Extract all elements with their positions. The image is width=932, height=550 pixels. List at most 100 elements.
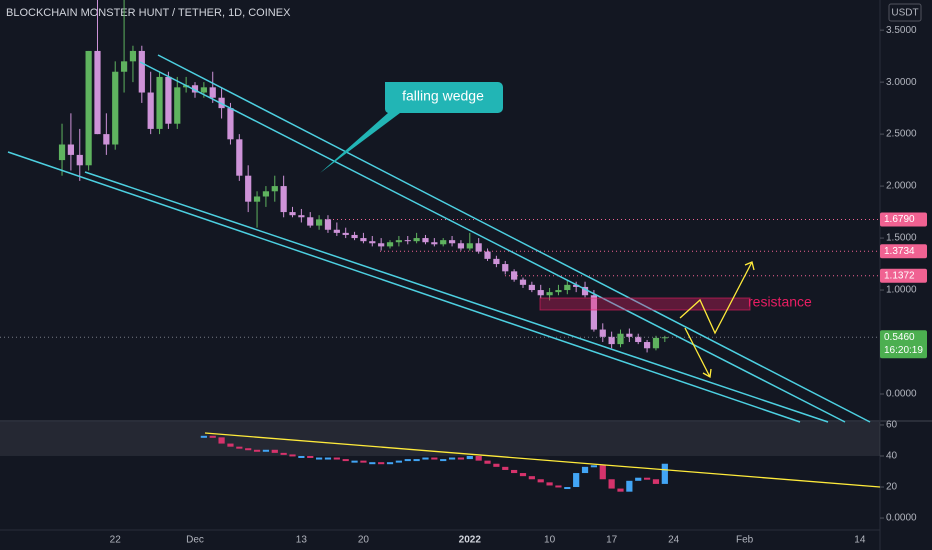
level-tag: [880, 268, 927, 283]
candle-body: [386, 242, 394, 247]
resistance-label: resistance: [748, 294, 812, 310]
arrow-head: [744, 261, 755, 271]
level-tag: [880, 244, 927, 259]
candle-body: [466, 243, 473, 249]
candle-body: [333, 229, 340, 233]
oscillator-bar: [271, 449, 278, 453]
oscillator-bar: [333, 457, 340, 460]
candle-body: [537, 290, 544, 296]
osc-y-tick-label: 20: [886, 482, 898, 493]
y-tick-label: 2.5000: [886, 129, 917, 140]
candle-body: [85, 50, 92, 166]
candle-body: [94, 50, 101, 135]
oscillator-bar: [360, 460, 367, 463]
oscillator-bar: [200, 435, 207, 438]
oscillator-bar: [484, 460, 491, 464]
currency: USDT: [891, 8, 918, 19]
oscillator-bar: [209, 435, 216, 438]
osc-y-tick-label: 60: [886, 420, 898, 431]
candle-body: [369, 241, 376, 244]
oscillator-bar: [280, 452, 287, 455]
candle-body: [129, 50, 137, 62]
oscillator-bar: [378, 462, 385, 465]
x-tick-label: 2022: [459, 535, 482, 546]
y-tick-label: 3.0000: [886, 77, 917, 88]
candle-body: [546, 292, 553, 296]
oscillator-bar: [307, 455, 314, 458]
y-tick-label: 1.0000: [886, 285, 917, 296]
callout-text: falling wedge: [402, 88, 484, 104]
x-tick-label: 24: [668, 535, 680, 546]
oscillator-bar: [457, 457, 465, 460]
candle-body: [511, 271, 518, 280]
y-tick-label: 2.0000: [886, 181, 917, 192]
x-tick-label: 13: [296, 535, 308, 546]
oscillator-bar: [262, 449, 270, 452]
candle-body: [67, 144, 74, 155]
candle-body: [555, 290, 562, 293]
callout-box: [320, 82, 503, 173]
oscillator-bar: [643, 477, 651, 480]
oscillator-bar: [448, 457, 456, 460]
oscillator-bar: [626, 480, 633, 492]
oscillator-bar: [351, 460, 358, 463]
oscillator-bar: [511, 469, 518, 474]
candle-body: [626, 333, 633, 337]
candle-body: [564, 284, 571, 291]
oscillator-bar: [245, 448, 252, 451]
chart-title: BLOCKCHAIN MONSTER HUNT / TETHER, 1D, CO…: [6, 7, 291, 19]
candle-body: [156, 76, 163, 129]
drawings: [7, 54, 881, 488]
candle-body: [378, 243, 385, 247]
arrow-head: [702, 368, 712, 379]
candle-body: [138, 50, 145, 93]
candle-body: [590, 295, 598, 330]
oscillator-bar: [493, 463, 500, 467]
candle-body: [280, 186, 287, 213]
candle-body: [227, 108, 234, 140]
candle-body: [519, 279, 527, 285]
candle-body: [191, 85, 199, 93]
candle-body: [635, 336, 642, 343]
oscillator-bar: [475, 455, 482, 461]
candle-body: [484, 251, 491, 259]
wedge-line: [139, 61, 846, 423]
oscillator-bar: [573, 473, 580, 488]
projection-arrow: [679, 261, 753, 335]
oscillator-bar: [316, 457, 323, 460]
oscillator-bar: [253, 449, 261, 452]
oscillator-bar: [298, 455, 305, 458]
oscillator-bar: [608, 479, 615, 489]
oscillator-bar: [431, 457, 438, 460]
oscillator-bar: [395, 460, 402, 463]
level-tag: [880, 212, 927, 227]
oscillator-bar: [590, 465, 598, 468]
oscillator-bar: [466, 455, 473, 460]
candle-body: [475, 243, 482, 252]
candle-body: [58, 144, 66, 161]
oscillator-bar: [369, 462, 376, 465]
candle-body: [307, 217, 314, 226]
candle-body: [165, 76, 172, 124]
projection-arrow: [684, 327, 711, 378]
candle-body: [608, 336, 615, 345]
candle-body: [440, 240, 447, 245]
x-tick-label: Feb: [736, 535, 754, 546]
oscillator-bar: [289, 454, 296, 457]
oscillator-bar: [324, 457, 332, 460]
candle-body: [174, 87, 181, 124]
candle-body: [502, 264, 509, 272]
oscillator-bar: [652, 479, 660, 484]
wedge-line: [157, 54, 871, 423]
x-tick-label: 17: [606, 535, 618, 546]
oscillator-bar: [440, 459, 447, 462]
candle-body: [289, 212, 296, 216]
x-tick-label: 10: [544, 535, 556, 546]
oscillator-bar: [342, 459, 349, 462]
oscillator-bar: [236, 446, 243, 449]
oscillator-bar: [528, 476, 535, 480]
oscillator-bar: [555, 485, 562, 488]
oscillator-bar: [386, 462, 394, 465]
oscillator-bar: [218, 437, 225, 444]
